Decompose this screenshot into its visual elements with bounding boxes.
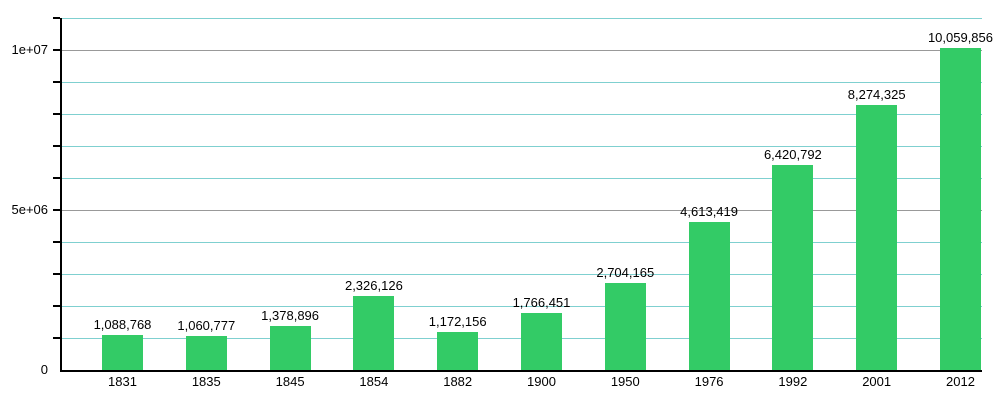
minor-gridline — [62, 242, 982, 243]
bar — [437, 332, 479, 370]
minor-gridline — [62, 146, 982, 147]
y-axis-tick — [53, 273, 60, 275]
bar — [688, 222, 730, 370]
bar — [939, 48, 981, 370]
x-tick-label-1882: 1882 — [443, 374, 473, 389]
bar-group-1882: 1,172,156 — [429, 314, 487, 370]
y-axis-tick — [53, 49, 60, 51]
x-tick-label-1976: 1976 — [694, 374, 724, 389]
bar-value-label: 2,326,126 — [344, 278, 403, 293]
major-gridline — [62, 50, 982, 51]
minor-gridline — [62, 18, 982, 19]
bar — [353, 296, 395, 370]
bar-group-1845: 1,378,896 — [261, 308, 319, 370]
x-tick-label-1950: 1950 — [610, 374, 640, 389]
bar — [856, 105, 898, 370]
major-gridline — [62, 210, 982, 211]
minor-gridline — [62, 306, 982, 307]
bar — [185, 336, 227, 370]
bar-value-label: 6,420,792 — [763, 147, 822, 162]
y-axis-tick — [53, 17, 60, 19]
y-axis-labels: 1e+07 5e+06 0 — [0, 0, 54, 400]
bar-value-label: 1,088,768 — [93, 317, 152, 332]
y-axis-tick — [53, 113, 60, 115]
x-tick-label-2001: 2001 — [862, 374, 892, 389]
bar-value-label: 2,704,165 — [596, 265, 655, 280]
bar-value-label: 1,060,777 — [177, 318, 236, 333]
bar-group-1835: 1,060,777 — [177, 318, 235, 370]
minor-gridline — [62, 274, 982, 275]
y-axis-tick — [53, 241, 60, 243]
bar-value-label: 10,059,856 — [927, 30, 994, 45]
bar-group-2001: 8,274,325 — [848, 87, 906, 370]
y-tick-label-5e06: 5e+06 — [11, 202, 48, 217]
bar-group-1950: 2,704,165 — [596, 265, 654, 370]
x-axis-labels: 1831 1835 1845 1854 1882 1900 1950 1976 1992 2001… — [62, 374, 982, 389]
y-axis-tick — [53, 177, 60, 179]
bar — [772, 165, 814, 370]
bar-group-1900: 1,766,451 — [513, 295, 570, 370]
bar-group-1854: 2,326,126 — [345, 278, 403, 370]
y-axis-tick — [53, 81, 60, 83]
bar-group-1976: 4,613,419 — [680, 204, 738, 370]
bar — [520, 313, 562, 370]
bar-group-1992: 6,420,792 — [764, 147, 822, 370]
x-tick-label-1831: 1831 — [108, 374, 137, 389]
bar-group-1831: 1,088,768 — [94, 317, 151, 370]
y-axis-tick — [53, 305, 60, 307]
bar-group-2012: 10,059,856 — [928, 30, 993, 370]
bar-value-label: 1,172,156 — [428, 314, 487, 329]
x-tick-label-2012: 2012 — [946, 374, 975, 389]
y-axis-tick — [53, 337, 60, 339]
bar-value-label: 4,613,419 — [680, 204, 738, 219]
y-tick-label-1e07: 1e+07 — [11, 42, 48, 57]
bar-value-label: 1,378,896 — [261, 308, 320, 323]
bar-value-label: 8,274,325 — [847, 87, 906, 102]
x-tick-label-1854: 1854 — [359, 374, 389, 389]
plot-area: 1,088,768 1,060,777 1,378,896 2,326,126 1,17… — [53, 17, 993, 372]
bar — [269, 326, 311, 370]
bar — [604, 283, 646, 370]
y-axis-tick — [53, 209, 60, 211]
minor-gridline — [62, 178, 982, 179]
minor-gridline — [62, 114, 982, 115]
y-tick-label-0: 0 — [40, 362, 48, 377]
bar — [102, 335, 143, 370]
x-tick-label-1845: 1845 — [275, 374, 305, 389]
bars: 1,088,768 1,060,777 1,378,896 2,326,126 1,17… — [62, 18, 993, 370]
bar-value-label: 1,766,451 — [512, 295, 571, 310]
x-tick-label-1835: 1835 — [191, 374, 221, 389]
x-tick-label-1900: 1900 — [527, 374, 556, 389]
minor-gridline — [62, 82, 982, 83]
x-tick-label-1992: 1992 — [778, 374, 808, 389]
y-axis-tick — [53, 145, 60, 147]
